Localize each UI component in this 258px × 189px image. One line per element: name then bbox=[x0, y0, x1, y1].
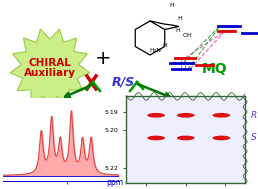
Ellipse shape bbox=[147, 136, 165, 140]
Text: S: S bbox=[251, 133, 257, 143]
Text: CHIRAL: CHIRAL bbox=[29, 58, 71, 68]
Text: H: H bbox=[170, 3, 174, 8]
Text: OH: OH bbox=[183, 33, 193, 38]
Ellipse shape bbox=[147, 113, 165, 118]
Ellipse shape bbox=[177, 136, 195, 140]
Text: H: H bbox=[176, 28, 180, 33]
Ellipse shape bbox=[212, 113, 230, 118]
Text: H: H bbox=[163, 0, 167, 1]
Text: H₂N: H₂N bbox=[149, 48, 161, 53]
Polygon shape bbox=[10, 29, 90, 108]
Text: Auxiliary: Auxiliary bbox=[24, 68, 76, 78]
Text: H: H bbox=[163, 43, 167, 48]
Text: +: + bbox=[95, 50, 111, 68]
Ellipse shape bbox=[177, 113, 195, 118]
Ellipse shape bbox=[212, 136, 230, 140]
Text: R: R bbox=[251, 111, 257, 120]
Text: ppm: ppm bbox=[106, 178, 123, 187]
Text: MQ: MQ bbox=[202, 62, 228, 76]
Text: R/S: R/S bbox=[112, 75, 135, 88]
Text: H: H bbox=[178, 16, 182, 21]
